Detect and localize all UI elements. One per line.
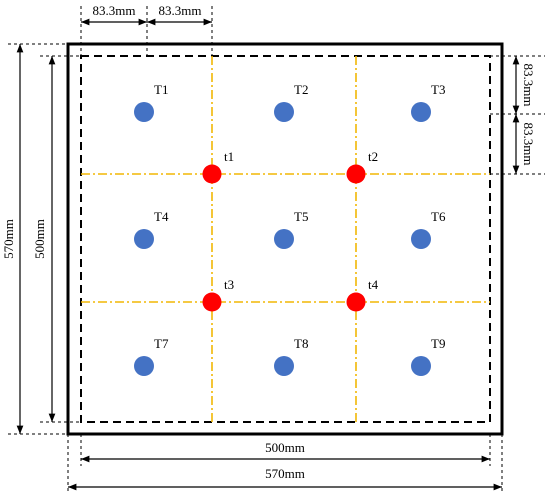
nodes: T1 T2 T3 T4 T5 T6 T7 T8 T9 t1 t2 t3 t4 [134, 82, 446, 376]
sensor-label: T6 [431, 209, 446, 224]
sensor-dot [411, 356, 431, 376]
sensor-label: T5 [294, 209, 308, 224]
dimension-label: 570mm [265, 466, 305, 481]
sensor-label: T3 [431, 82, 445, 97]
sensor-label: T1 [154, 82, 168, 97]
dimension-arrows [16, 18, 520, 491]
dimension-label: 83.3mm [521, 64, 536, 107]
grid-lines [81, 56, 490, 422]
sensor-dot [274, 356, 294, 376]
extension-lines [8, 6, 545, 494]
point-label: t2 [368, 149, 378, 164]
dimension-label: 500mm [265, 440, 305, 455]
sensor-dot [134, 356, 154, 376]
dimension-label: 500mm [32, 219, 47, 259]
point-dot [346, 164, 366, 184]
sensor-dot [134, 229, 154, 249]
point-dot [202, 292, 222, 312]
inner-boundary [80, 55, 491, 423]
sensor-dot [274, 229, 294, 249]
point-label: t4 [368, 277, 379, 292]
sensor-label: T2 [294, 82, 308, 97]
outer-boundary [66, 42, 504, 436]
dimension-label: 83.3mm [93, 3, 136, 18]
sensor-label: T7 [154, 336, 169, 351]
point-label: t1 [224, 149, 234, 164]
dimension-label: 570mm [1, 219, 16, 259]
sensor-dot [134, 102, 154, 122]
sensor-label: T4 [154, 209, 169, 224]
point-dot [202, 164, 222, 184]
sensor-label: T8 [294, 336, 308, 351]
dimension-label: 83.3mm [521, 123, 536, 166]
point-dot [346, 292, 366, 312]
dimension-label: 83.3mm [159, 3, 202, 18]
sensor-dot [411, 229, 431, 249]
point-label: t3 [224, 277, 234, 292]
sensor-label: T9 [431, 336, 445, 351]
sensor-dot [274, 102, 294, 122]
sensor-dot [411, 102, 431, 122]
